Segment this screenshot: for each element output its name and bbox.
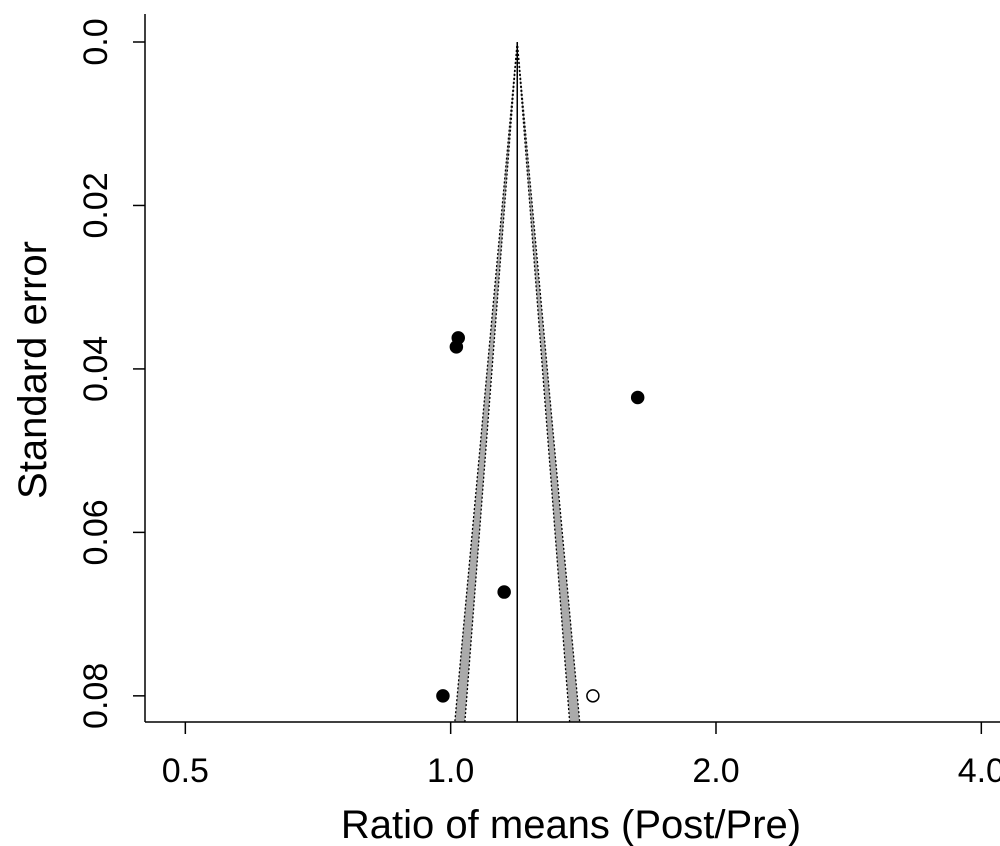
axis-labels: Ratio of means (Post/Pre) Standard error <box>11 241 801 846</box>
data-points <box>436 331 645 703</box>
x-axis-label: Ratio of means (Post/Pre) <box>341 803 801 846</box>
y-tick-label: 0.08 <box>77 663 115 729</box>
funnel-region <box>454 41 581 723</box>
y-tick-label: 0.04 <box>77 336 115 402</box>
y-tick-label: 0.02 <box>77 172 115 238</box>
y-axis-label: Standard error <box>11 241 55 499</box>
funnel-edge-inner-right <box>516 41 571 723</box>
funnel-edge-outer-left <box>454 41 518 723</box>
axes: 0.5 1.0 2.0 4.0 0.0 0.02 0.04 0.06 0.08 <box>77 14 1000 790</box>
x-tick-label: 1.0 <box>427 752 474 790</box>
x-tick-label: 4.0 <box>958 752 1000 790</box>
funnel-edge-inner-left <box>464 41 518 723</box>
filled-point <box>449 340 464 354</box>
x-tick-label: 2.0 <box>692 752 739 790</box>
filled-point <box>630 390 645 405</box>
x-tick-label: 0.5 <box>162 752 209 790</box>
filled-point <box>497 585 511 599</box>
y-tick-label: 0.0 <box>77 18 115 65</box>
y-tick-label: 0.06 <box>77 499 115 565</box>
open-point <box>586 689 600 703</box>
filled-point <box>436 689 450 703</box>
funnel-edge-outer-right <box>516 41 581 723</box>
